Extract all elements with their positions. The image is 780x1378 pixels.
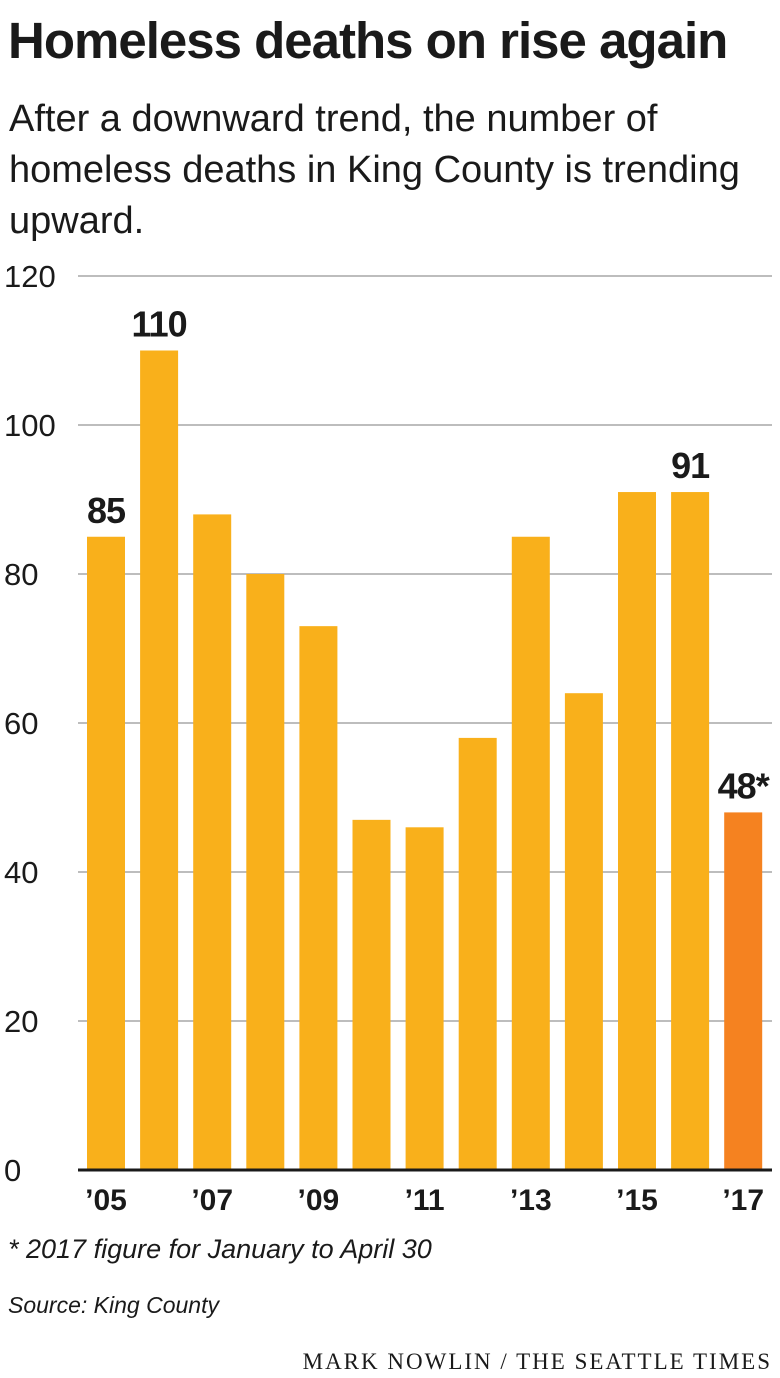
data-label: 48* xyxy=(718,765,770,806)
y-tick-label: 0 xyxy=(4,1153,21,1188)
y-tick-label: 60 xyxy=(4,706,38,741)
bar xyxy=(87,536,125,1170)
data-label: 91 xyxy=(671,445,710,486)
chart-title: Homeless deaths on rise again xyxy=(8,12,728,69)
bar xyxy=(405,827,444,1170)
x-tick-label: ’07 xyxy=(191,1184,233,1217)
y-tick-label: 80 xyxy=(4,557,38,592)
data-label: 85 xyxy=(87,490,126,531)
footnote: * 2017 figure for January to April 30 xyxy=(8,1234,432,1264)
credit-line: MARK NOWLIN / THE SEATTLE TIMES xyxy=(302,1349,772,1374)
chart-subtitle: After a downward trend, the number of ho… xyxy=(9,98,740,242)
bar xyxy=(671,492,710,1170)
bar xyxy=(193,514,232,1170)
bar xyxy=(140,350,179,1170)
x-tick-label: ’05 xyxy=(85,1184,127,1217)
bar xyxy=(299,626,338,1170)
x-tick-label: ’09 xyxy=(298,1184,340,1217)
x-tick-label: ’17 xyxy=(722,1184,764,1217)
x-tick-label: ’13 xyxy=(510,1184,552,1217)
bar xyxy=(564,693,603,1170)
bar xyxy=(724,812,763,1170)
y-tick-label: 40 xyxy=(4,855,38,890)
y-tick-label: 20 xyxy=(4,1004,38,1039)
source-note: Source: King County xyxy=(8,1292,219,1318)
bar xyxy=(246,574,285,1170)
bar xyxy=(458,737,497,1170)
x-tick-label: ’15 xyxy=(616,1184,658,1217)
bar xyxy=(511,536,550,1170)
bar xyxy=(352,819,391,1170)
bar-chart: 0 20 40 60 80 100 120 85 ’05 110 ’07 ’09 ’11 ’13 ’15 91… xyxy=(4,259,772,1217)
x-tick-label: ’11 xyxy=(405,1184,445,1217)
bar xyxy=(618,492,656,1170)
data-label: 110 xyxy=(132,304,187,345)
y-tick-label: 100 xyxy=(4,408,56,443)
y-tick-label: 120 xyxy=(4,259,56,294)
